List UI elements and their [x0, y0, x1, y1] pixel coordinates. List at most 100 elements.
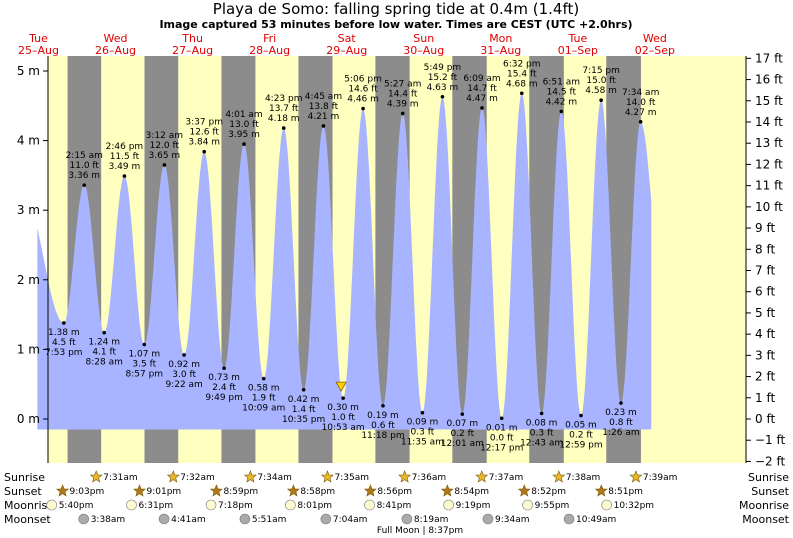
moonrise-icon [205, 499, 217, 511]
sunrise-time: 7:31am [103, 473, 138, 483]
moonrise-row-label-right: Moonrise [739, 499, 789, 512]
high-tide-time: 3:37 pm [185, 118, 223, 128]
moonrise-icon [364, 499, 375, 511]
moonset-icon [320, 513, 332, 525]
low-tide-height: 0.19 m [367, 411, 399, 421]
high-tide-height: 4.39 m [387, 99, 419, 109]
high-tide-height: 4.46 m [347, 95, 379, 105]
moonset-time: 5:51am [252, 515, 287, 525]
low-tide-height: 0.05 m [565, 421, 597, 431]
high-tide-height: 3.49 m [109, 162, 141, 172]
sunset-row-label-right: Sunset [751, 485, 789, 498]
y-tick-label-ft: 3 ft [755, 348, 775, 362]
high-tide-point [202, 149, 207, 154]
day-of-week: Sat [338, 32, 357, 45]
y-tick-label-ft: 4 ft [755, 327, 775, 341]
sunrise-icon [321, 470, 334, 483]
low-tide-height: 0.08 m [526, 418, 558, 428]
low-tide-ft: 0.2 ft [569, 431, 593, 441]
high-tide-height: 4.63 m [427, 83, 459, 93]
high-tide-height: 4.42 m [545, 97, 577, 107]
moonset-icon [563, 513, 575, 525]
high-tide-height: 4.18 m [268, 114, 300, 124]
high-tide-time: 5:27 am [384, 79, 421, 89]
low-tide-time: 7:53 pm [45, 348, 83, 358]
moonset-time: 8:19am [414, 515, 449, 525]
sunrise-row-label: Sunrise [4, 471, 45, 484]
day-date: 26–Aug [95, 44, 136, 57]
current-level-marker [335, 381, 347, 392]
y-tick-label-ft: 2 ft [755, 370, 775, 384]
moonrise-icon [443, 499, 454, 511]
moonset-time: 4:41am [171, 515, 206, 525]
sunrise-row-label-right: Sunrise [748, 471, 789, 484]
low-tide-point [222, 366, 226, 370]
sunset-time: 9:03pm [70, 487, 105, 497]
low-tide-time: 8:57 pm [126, 370, 164, 380]
high-tide-ft: 11.5 ft [110, 152, 140, 162]
low-tide-height: 0.23 m [605, 408, 637, 418]
low-tide-point [460, 412, 465, 416]
day-date: 28–Aug [249, 44, 290, 57]
moonset-icon [401, 513, 413, 525]
day-date: 29–Aug [326, 44, 367, 57]
low-tide-point [579, 413, 583, 418]
low-tide-point [301, 387, 306, 392]
moonset-icon [482, 513, 494, 525]
moonrise-icon [46, 499, 57, 511]
tide-curve [37, 93, 652, 430]
moonrise-icon [601, 499, 612, 511]
high-tide-ft: 13.7 ft [269, 104, 299, 114]
moonset-icon [158, 513, 170, 525]
high-tide-ft: 15.2 ft [428, 73, 458, 83]
high-tide-time: 7:34 am [622, 88, 659, 98]
low-tide-time: 11:35 am [401, 438, 444, 448]
high-tide-ft: 11.0 ft [70, 161, 100, 171]
moonrise-time: 9:55pm [535, 501, 570, 511]
low-tide-time: 8:28 am [86, 358, 123, 368]
high-tide-ft: 13.0 ft [229, 120, 259, 130]
day-labels: Tue25–AugWed26–AugThu27–AugFri28–AugSat2… [18, 32, 675, 57]
high-tide-time: 4:45 am [305, 92, 342, 102]
low-tide-ft: 4.5 ft [52, 338, 76, 348]
high-tide-point [321, 124, 326, 128]
moonrise-icon [126, 499, 137, 511]
sunset-icon [363, 484, 377, 497]
day-date: 01–Sep [558, 44, 598, 57]
low-tide-point [499, 416, 504, 421]
day-of-week: Tue [28, 32, 48, 45]
high-tide-height: 4.27 m [625, 108, 657, 118]
day-of-week: Thu [181, 32, 203, 45]
sunset-icon [440, 484, 454, 497]
sunrise-icon [398, 470, 412, 483]
low-tide-point [341, 396, 345, 400]
low-tide-point [62, 321, 66, 325]
low-tide-time: 9:22 am [165, 380, 202, 390]
high-tide-height: 4.58 m [585, 86, 617, 96]
axes: 0 m 1 m 2 m 3 m 4 m 5 m −2 ft −1 ft 0 ft 1 ft 2 ft… [17, 51, 786, 468]
y-tick-label-ft: 11 ft [755, 179, 783, 193]
high-tide-ft: 14.4 ft [388, 89, 418, 99]
high-tide-point [480, 106, 484, 110]
y-tick-label-ft: 5 ft [755, 306, 775, 320]
moonrise-time: 6:31pm [138, 501, 173, 511]
high-tide-ft: 14.0 ft [626, 98, 656, 108]
sunrise-icon [475, 470, 489, 483]
low-tide-point [420, 410, 425, 415]
low-tide-height: 1.07 m [128, 350, 160, 360]
high-tide-point [281, 126, 286, 130]
y-tick-label-ft: 0 ft [755, 412, 775, 426]
chart-subtitle: Image captured 53 minutes before low wat… [159, 18, 632, 31]
sunrise-icon [552, 470, 566, 483]
day-of-week: Mon [489, 32, 512, 45]
day-date: 30–Aug [403, 44, 444, 57]
low-tide-ft: 1.0 ft [331, 413, 355, 423]
high-tide-time: 6:09 am [463, 74, 500, 84]
moonrise-row-label: Moonrise [4, 499, 54, 512]
low-tide-ft: 0.0 ft [490, 433, 514, 443]
sunrise-icon [166, 470, 180, 483]
y-tick-label-ft: 9 ft [755, 221, 775, 235]
day-date: 02–Sep [635, 44, 675, 57]
high-tide-ft: 14.7 ft [467, 84, 497, 94]
